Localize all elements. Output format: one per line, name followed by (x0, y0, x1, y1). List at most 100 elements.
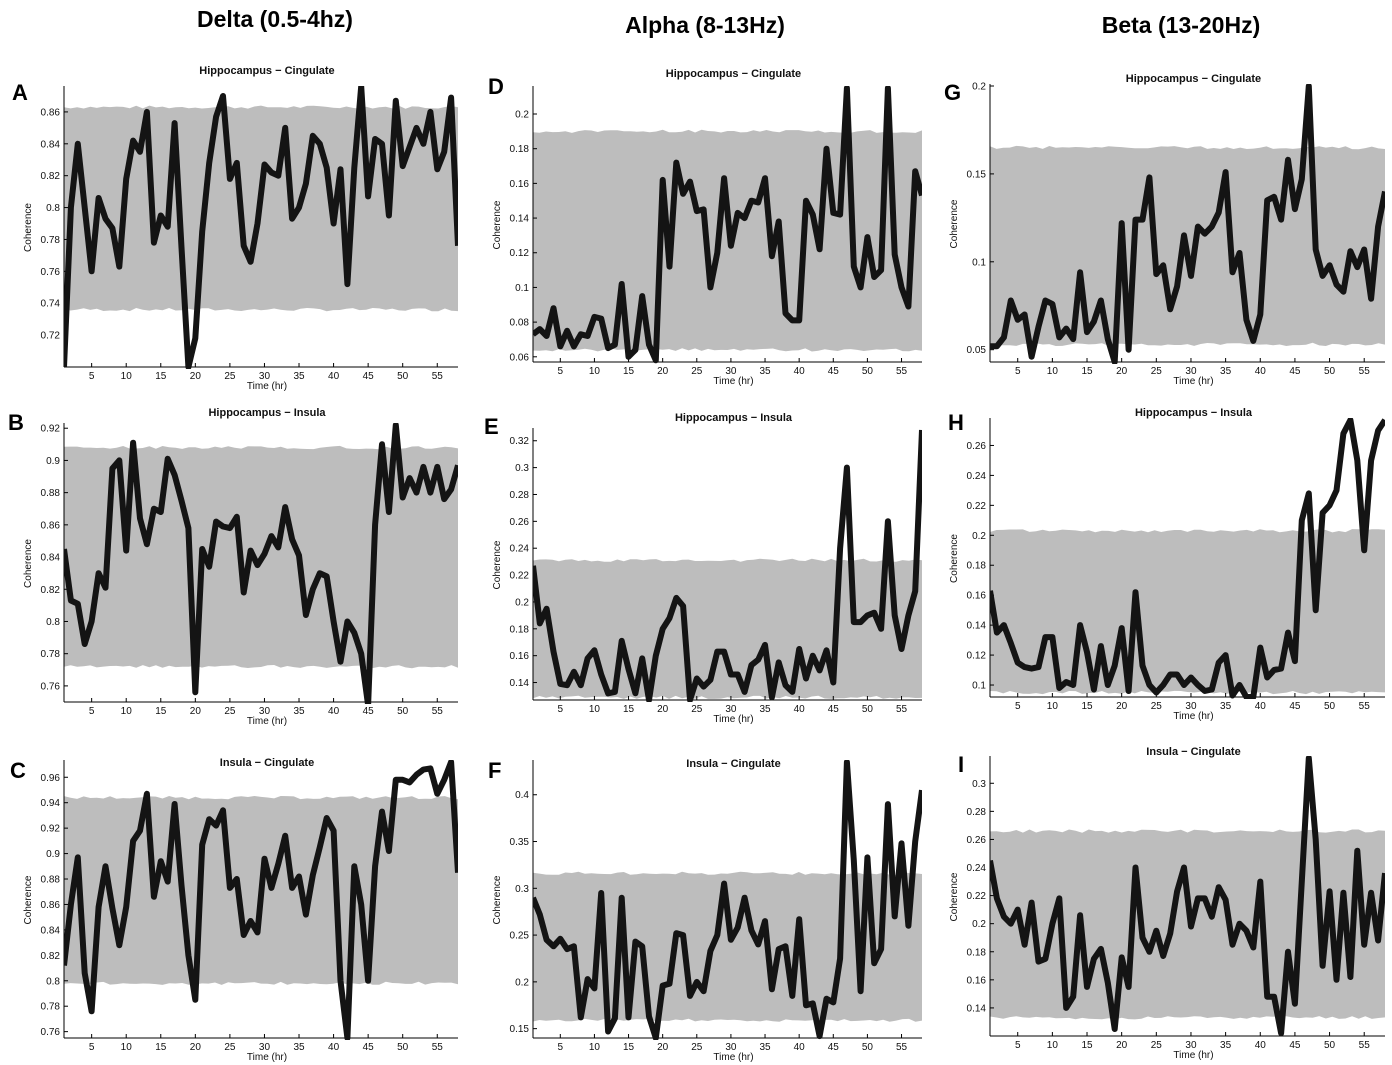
column-title-alpha: Alpha (8-13Hz) (625, 12, 785, 38)
x-tick-label: 20 (1116, 701, 1128, 712)
x-tick-label: 30 (259, 706, 271, 717)
y-tick-label: 0.88 (41, 488, 61, 499)
x-tick-label: 35 (1220, 701, 1232, 712)
x-tick-label: 30 (1185, 1040, 1197, 1051)
x-tick-label: 45 (363, 706, 375, 717)
panel-title: Insula − Cingulate (686, 758, 780, 770)
y-tick-label: 0.76 (41, 1027, 61, 1038)
coherence-line (64, 86, 458, 369)
panel-letter-e: E (484, 414, 499, 439)
panel-title: Hippocampus − Cingulate (1126, 73, 1261, 85)
x-tick-label: 50 (862, 1042, 874, 1053)
panel-letter-c: C (10, 758, 26, 783)
x-tick-label: 50 (397, 1042, 409, 1053)
x-tick-label: 25 (1151, 701, 1163, 712)
x-tick-label: 20 (657, 704, 669, 715)
y-tick-label: 0.24 (967, 471, 987, 482)
x-tick-label: 20 (657, 1042, 669, 1053)
x-tick-label: 50 (1324, 1040, 1336, 1051)
x-tick-label: 10 (121, 1042, 133, 1053)
x-tick-label: 30 (259, 1042, 271, 1053)
y-tick-label: 0.16 (510, 651, 530, 662)
coherence-line (533, 429, 922, 702)
coherence-line (990, 84, 1385, 364)
x-tick-label: 5 (1015, 701, 1021, 712)
x-axis-label: Time (hr) (1173, 376, 1213, 387)
y-tick-label: 0.3 (515, 884, 529, 895)
panel-letter-a: A (12, 80, 28, 105)
y-tick-label: 0.2 (972, 919, 986, 930)
x-axis-label: Time (hr) (1173, 711, 1213, 722)
x-tick-label: 15 (1081, 366, 1093, 377)
x-tick-label: 40 (794, 704, 806, 715)
y-tick-label: 0.3 (515, 463, 529, 474)
x-tick-label: 50 (397, 706, 409, 717)
x-tick-label: 45 (1289, 366, 1301, 377)
x-tick-label: 30 (725, 366, 737, 377)
x-tick-label: 25 (691, 366, 703, 377)
y-axis-label: Coherence (949, 534, 960, 583)
y-tick-label: 0.82 (41, 585, 61, 596)
y-tick-label: 0.2 (972, 82, 986, 93)
x-tick-label: 15 (623, 704, 635, 715)
x-tick-label: 50 (1324, 701, 1336, 712)
y-tick-label: 0.26 (967, 835, 987, 846)
y-tick-label: 0.06 (510, 352, 530, 363)
y-tick-label: 0.12 (510, 248, 530, 259)
panel-title: Insula − Cingulate (220, 757, 314, 769)
y-axis-label: Coherence (23, 875, 34, 924)
x-tick-label: 25 (691, 704, 703, 715)
y-tick-label: 0.92 (41, 424, 61, 435)
x-tick-label: 25 (224, 1042, 236, 1053)
x-tick-label: 25 (224, 706, 236, 717)
x-tick-label: 55 (1359, 701, 1371, 712)
y-tick-label: 0.1 (515, 283, 529, 294)
x-tick-label: 35 (1220, 1040, 1232, 1051)
panel-title: Hippocampus − Cingulate (666, 68, 801, 80)
x-tick-label: 40 (328, 1042, 340, 1053)
x-tick-label: 35 (1220, 366, 1232, 377)
x-tick-label: 45 (1289, 701, 1301, 712)
y-tick-label: 0.88 (41, 875, 61, 886)
y-tick-label: 0.2 (515, 977, 529, 988)
y-tick-label: 0.76 (41, 681, 61, 692)
y-tick-label: 0.84 (41, 925, 61, 936)
chart-panel-i: 0.14 0.16 0.18 0.2 0.22 0.24 0.26 0.28 0.3 5 10 15 2… (949, 746, 1385, 1061)
x-tick-label: 45 (1289, 1040, 1301, 1051)
column-title-delta: Delta (0.5-4hz) (197, 6, 353, 32)
y-tick-label: 0.22 (510, 571, 530, 582)
x-tick-label: 10 (1047, 1040, 1059, 1051)
x-tick-label: 45 (828, 704, 840, 715)
y-tick-label: 0.15 (510, 1024, 530, 1035)
x-tick-label: 45 (363, 371, 375, 382)
coherence-line (990, 418, 1385, 699)
x-tick-label: 20 (190, 706, 202, 717)
x-axis-label: Time (hr) (247, 716, 287, 727)
x-tick-label: 35 (293, 371, 305, 382)
x-tick-label: 5 (558, 1042, 564, 1053)
x-tick-label: 10 (121, 371, 133, 382)
y-tick-label: 0.1 (972, 257, 986, 268)
panel-title: Hippocampus − Insula (675, 412, 793, 424)
x-tick-label: 35 (293, 1042, 305, 1053)
y-tick-label: 0.14 (967, 1003, 987, 1014)
y-tick-label: 0.05 (967, 345, 987, 356)
x-tick-label: 55 (896, 366, 908, 377)
panel-letter-i: I (958, 752, 965, 777)
y-tick-label: 0.18 (510, 624, 530, 635)
coherence-line (64, 760, 458, 1040)
x-tick-label: 20 (1116, 1040, 1128, 1051)
x-tick-label: 50 (862, 366, 874, 377)
y-tick-label: 0.14 (510, 678, 530, 689)
y-axis-label: Coherence (492, 540, 503, 589)
y-tick-label: 0.2 (972, 531, 986, 542)
y-tick-label: 0.8 (46, 976, 60, 987)
panel-letter-f: F (488, 758, 502, 783)
x-tick-label: 10 (121, 706, 133, 717)
x-tick-label: 25 (224, 371, 236, 382)
y-tick-label: 0.86 (41, 900, 61, 911)
x-tick-label: 20 (190, 1042, 202, 1053)
y-tick-label: 0.28 (967, 807, 987, 818)
x-tick-label: 20 (190, 371, 202, 382)
